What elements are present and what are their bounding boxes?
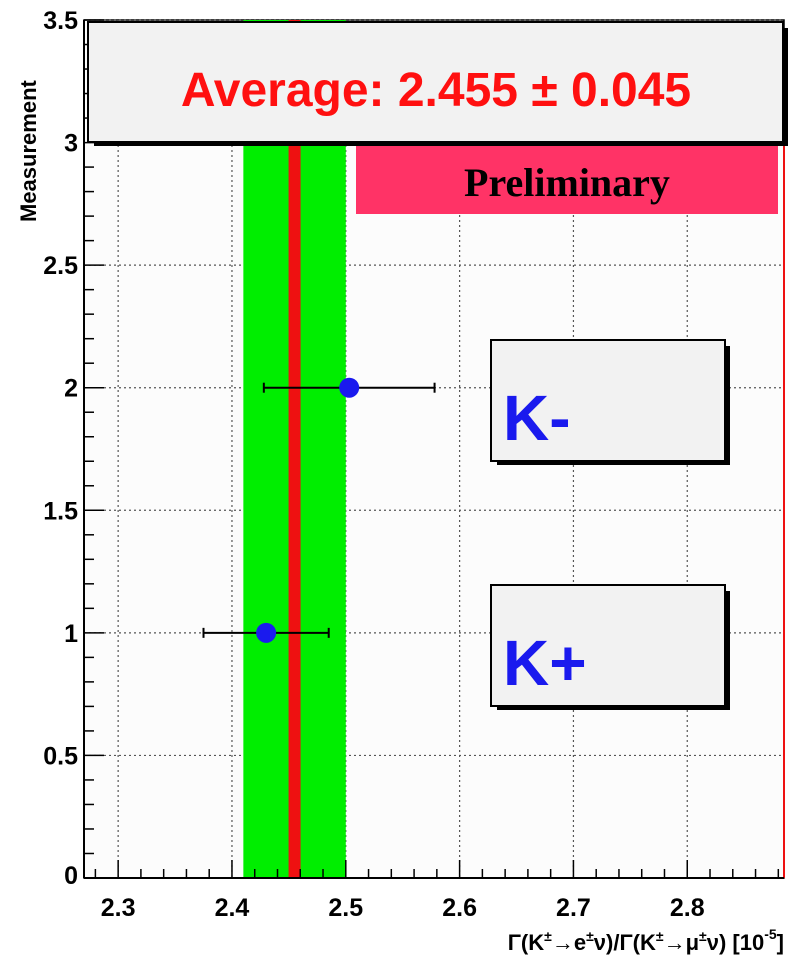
y-tick-label: 1.5 — [43, 497, 78, 525]
data-point — [256, 622, 277, 643]
data-points — [202, 377, 436, 643]
x-tick-label: 2.7 — [556, 894, 591, 922]
x-tick-label: 2.5 — [328, 894, 363, 922]
data-point — [339, 377, 360, 398]
y-tick-label: 2 — [64, 375, 78, 403]
x-tick-label: 2.6 — [442, 894, 477, 922]
x-tick-label: 2.4 — [215, 894, 250, 922]
y-tick-label: 0.5 — [43, 742, 78, 770]
y-tick-label: 0 — [64, 862, 78, 890]
axes: 2.3 2.4 2.5 2.6 2.7 2.8 0 0.5 1 1.5 2 2.5 3 3.5 — [43, 7, 784, 922]
x-tick-label: 2.8 — [670, 894, 705, 922]
preliminary-box: Preliminary — [356, 146, 778, 214]
average-box: Average: 2.455 ± 0.045 — [87, 21, 788, 146]
x-axis-title: Γ(K±→e±ν)/Γ(K±→μ±ν) [10-5] — [508, 926, 784, 955]
y-tick-label: 2.5 — [43, 252, 78, 280]
y-tick-label: 1 — [64, 620, 78, 648]
y-tick-label: 3.5 — [43, 7, 78, 35]
k-minus-label: K- — [503, 382, 571, 454]
y-tick-label: 3 — [64, 130, 78, 158]
k-plus-label: K+ — [503, 627, 587, 699]
y-axis-title: Measurement — [16, 79, 41, 222]
x-tick-label: 2.3 — [101, 894, 136, 922]
average-label: Average: 2.455 ± 0.045 — [181, 64, 691, 117]
k-plus-box: K+ — [490, 584, 730, 710]
k-minus-box: K- — [490, 339, 730, 465]
preliminary-label: Preliminary — [464, 160, 670, 205]
average-line — [288, 20, 301, 878]
